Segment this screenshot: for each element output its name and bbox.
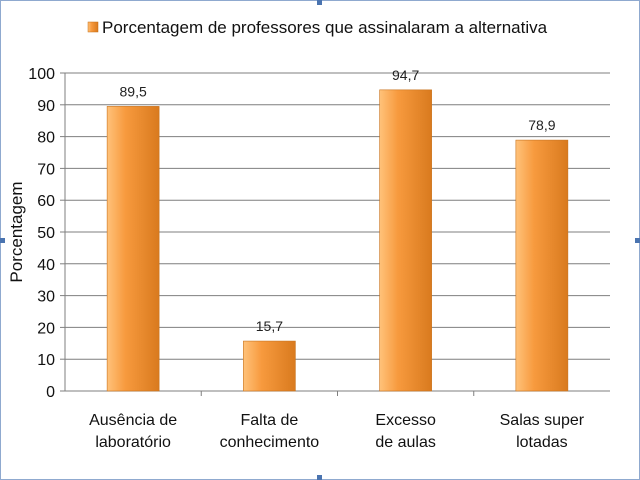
y-tick-label: 10 (37, 352, 55, 369)
x-category-label: laboratório (95, 434, 171, 451)
data-label: 94,7 (392, 67, 419, 83)
x-category-label: de aulas (375, 434, 436, 451)
legend: Porcentagem de professores que assinalar… (87, 18, 548, 37)
resize-handle-left[interactable] (0, 238, 5, 243)
bar (379, 89, 432, 392)
y-tick-label: 20 (37, 320, 55, 337)
x-category-label: Excesso (375, 412, 436, 429)
y-tick-label: 30 (37, 289, 55, 306)
y-tick-label: 0 (46, 384, 55, 401)
y-tick-label: 70 (37, 161, 55, 178)
y-axis-title: Porcentagem (7, 181, 26, 282)
bar (243, 340, 296, 392)
bar (106, 106, 160, 392)
data-labels: 89,5 15,7 94,7 78,9 (120, 67, 556, 334)
resize-handle-right[interactable] (635, 238, 640, 243)
x-axis-labels: Ausência de laboratório Falta de conhecimen… (89, 412, 585, 451)
x-category-label: lotadas (516, 434, 568, 451)
y-tick-label: 80 (37, 130, 55, 147)
y-axis-ticks: 0 10 20 30 40 50 60 70 80 90 100 (28, 66, 65, 401)
bars (106, 89, 569, 392)
bar (515, 139, 569, 392)
y-tick-label: 50 (37, 225, 55, 242)
y-tick-label: 40 (37, 257, 55, 274)
x-category-label: Salas super (500, 412, 585, 429)
y-tick-label: 60 (37, 193, 55, 210)
y-tick-label: 100 (28, 66, 55, 83)
data-label: 15,7 (256, 318, 283, 334)
x-category-label: Ausência de (89, 412, 177, 429)
data-label: 89,5 (120, 83, 147, 99)
legend-swatch (87, 21, 99, 33)
x-category-label: Falta de (240, 412, 298, 429)
data-label: 78,9 (528, 117, 555, 133)
legend-label: Porcentagem de professores que assinalar… (102, 18, 548, 37)
resize-handle-bottom[interactable] (317, 475, 322, 480)
resize-handle-top[interactable] (317, 0, 322, 5)
x-category-label: conhecimento (220, 434, 320, 451)
y-tick-label: 90 (37, 98, 55, 115)
